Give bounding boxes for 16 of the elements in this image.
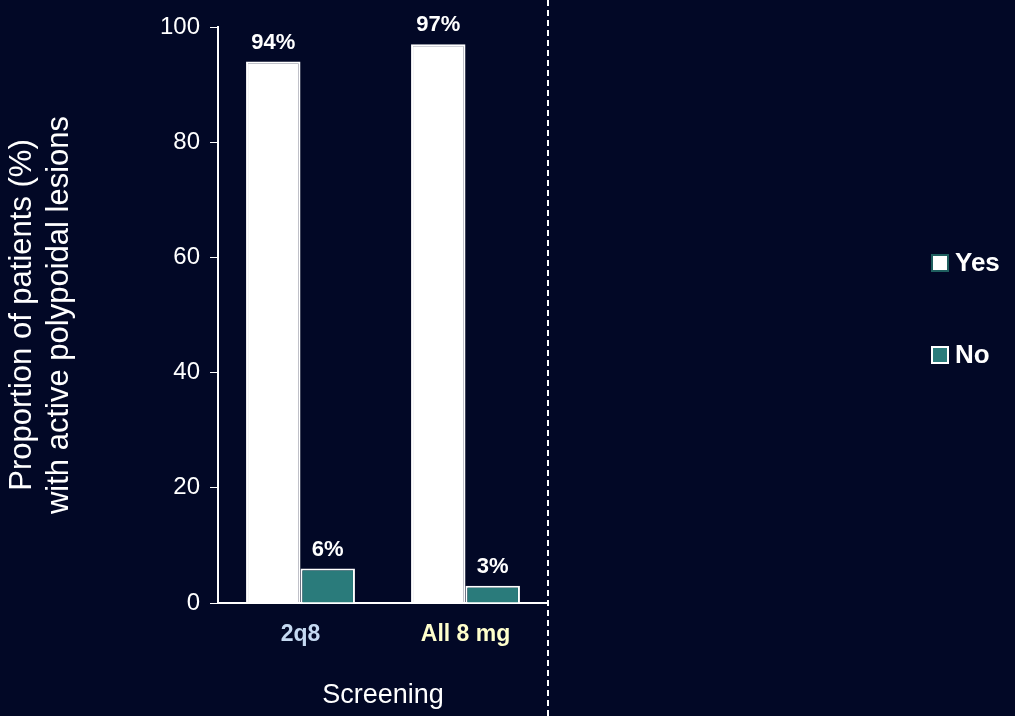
text: 97% — [416, 11, 461, 37]
y-tick-label: 20 — [173, 472, 200, 500]
y-tick-label: 40 — [173, 357, 200, 385]
y-tick-label: 0 — [186, 587, 200, 615]
legend-label: No — [955, 339, 990, 370]
y-tick-label: 60 — [173, 242, 200, 270]
text: 6% — [311, 535, 344, 561]
x-tick-label: 2q8 — [280, 620, 321, 647]
y-axis-title: Proportion of patients (%) with active polypoidal lesions — [3, 115, 76, 516]
x-tick-label: All 8 mg — [420, 620, 511, 647]
y-tick-label: 100 — [159, 11, 200, 39]
text: 94% — [251, 28, 296, 54]
text: 3% — [476, 552, 509, 578]
legend-label: Yes — [955, 247, 1000, 278]
y-tick-label: 80 — [173, 126, 200, 154]
x-axis-title: Screening — [322, 679, 444, 710]
